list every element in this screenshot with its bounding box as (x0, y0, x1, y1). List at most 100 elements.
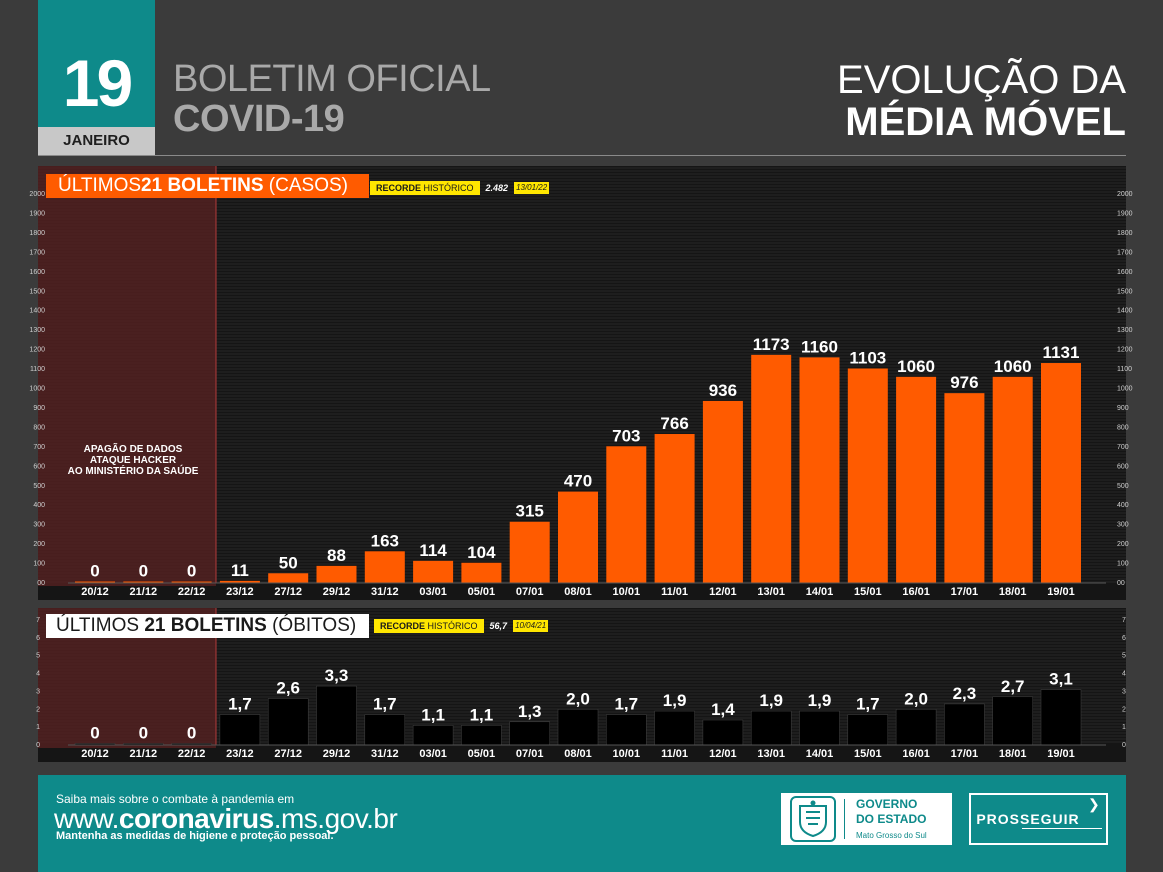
cases-x-tick: 10/01 (613, 586, 641, 598)
deaths-ytick-left: 3 (36, 688, 40, 695)
date-day: 19 (62, 46, 133, 120)
deaths-record-date: 10/04/21 (513, 620, 549, 632)
cases-ytick-left: 1600 (29, 269, 45, 276)
deaths-x-tick: 05/01 (468, 748, 496, 760)
deaths-bar-label: 2,7 (1001, 677, 1025, 696)
cases-bar-label: 1160 (801, 337, 838, 356)
cases-x-tick: 16/01 (902, 586, 930, 598)
deaths-x-tick: 19/01 (1047, 748, 1075, 760)
cases-ytick-left: 400 (33, 502, 45, 509)
cases-ytick-right: 1600 (1117, 269, 1133, 276)
deaths-bar-label: 1,7 (614, 695, 638, 714)
hacker-note: APAGÃO DE DADOS ATAQUE HACKER AO MINISTÉ… (52, 444, 214, 477)
cases-x-tick: 31/12 (371, 586, 399, 598)
cases-ytick-left: 1300 (29, 327, 45, 334)
deaths-ytick-left: 7 (36, 617, 40, 624)
cases-ytick-left: 1100 (30, 366, 45, 373)
cases-record-label-bold: RECORDE (376, 183, 422, 193)
cases-x-tick: 27/12 (274, 586, 302, 598)
cases-bar-label: 0 (90, 562, 99, 581)
cases-x-tick: 15/01 (854, 586, 882, 598)
cases-ytick-right: 1700 (1117, 249, 1133, 256)
cases-bar (847, 368, 888, 583)
deaths-x-tick: 31/12 (371, 748, 399, 760)
cases-ytick-right: 400 (1117, 502, 1129, 509)
header-divider (38, 155, 1126, 156)
deaths-ytick-right: 3 (1122, 688, 1126, 695)
cases-ytick-right: 900 (1117, 405, 1129, 412)
cases-bar-label: 1060 (897, 357, 935, 376)
cases-bar-label: 470 (564, 472, 592, 491)
cases-record-tag: RECORDE HISTÓRICO (370, 181, 480, 195)
cases-ytick-left: 1700 (29, 249, 45, 256)
cases-title-post: (CASOS) (263, 175, 348, 196)
cases-bar-label: 163 (371, 531, 399, 550)
deaths-bar-label: 2,0 (566, 689, 590, 708)
deaths-record: RECORDE HISTÓRICO 56,7 10/04/21 (374, 619, 549, 633)
cases-x-tick: 12/01 (709, 586, 737, 598)
hacker-note-line3: AO MINISTÉRIO DA SAÚDE (67, 466, 199, 477)
cases-ytick-right: 700 (1117, 444, 1129, 451)
prosseguir-text: PROSSEGUIR (976, 811, 1080, 827)
cases-bar-label: 766 (660, 414, 688, 433)
cases-bar (799, 357, 840, 583)
deaths-x-tick: 17/01 (951, 748, 979, 760)
deaths-title-pre: ÚLTIMOS (56, 615, 145, 636)
cases-x-tick: 22/12 (178, 586, 206, 598)
date-box (38, 0, 155, 127)
footer-url[interactable]: www.coronavirus.ms.gov.br (54, 803, 398, 835)
deaths-bar (316, 685, 357, 746)
deaths-bar (1040, 689, 1082, 746)
deaths-ytick-left: 0 (36, 742, 40, 749)
cases-ytick-right: 1800 (1117, 230, 1133, 237)
cases-hacker-region (38, 166, 216, 586)
deaths-record-label: HISTÓRICO (425, 621, 478, 631)
cases-bar (219, 580, 260, 583)
cases-bar (509, 521, 550, 583)
deaths-x-tick: 18/01 (999, 748, 1027, 760)
deaths-bar-label: 1,4 (711, 700, 735, 719)
cases-ytick-right: 200 (1117, 541, 1129, 548)
cases-ytick-right: 500 (1117, 483, 1129, 490)
cases-bar-label: 1060 (994, 357, 1032, 376)
deaths-record-tag: RECORDE HISTÓRICO (374, 619, 484, 633)
prosseguir-logo (969, 793, 1108, 845)
deaths-ytick-right: 1 (1122, 724, 1126, 731)
cases-ytick-right: 2000 (1117, 191, 1133, 198)
cases-ytick-left: 300 (33, 522, 45, 529)
cases-bar-label: 703 (612, 426, 640, 445)
deaths-bar (750, 710, 792, 746)
cases-x-tick: 19/01 (1047, 586, 1075, 598)
cases-ytick-left: 1900 (29, 210, 45, 217)
cases-x-tick: 07/01 (516, 586, 544, 598)
deaths-x-tick: 23/12 (226, 748, 254, 760)
deaths-bar-label: 1,9 (759, 691, 783, 710)
deaths-chart-title: ÚLTIMOS 21 BOLETINS (ÓBITOS) (46, 614, 369, 638)
deaths-bar (654, 710, 695, 746)
deaths-bar-label: 1,9 (808, 691, 832, 710)
deaths-bar (847, 714, 889, 746)
cases-ytick-left: 1400 (29, 308, 45, 315)
cases-ytick-right: 1000 (1117, 386, 1133, 393)
cases-bar-label: 315 (516, 502, 544, 521)
cases-bar-label: 1173 (753, 335, 790, 354)
cases-x-tick: 20/12 (81, 586, 109, 598)
deaths-bar (267, 698, 309, 746)
bulletin-title: BOLETIM OFICIAL (173, 58, 491, 100)
deaths-x-tick: 13/01 (757, 748, 785, 760)
cases-x-tick: 03/01 (419, 586, 447, 598)
deaths-ytick-right: 6 (1122, 635, 1126, 642)
deaths-bar-label: 2,6 (276, 679, 300, 698)
hacker-note-line2: ATAQUE HACKER (89, 455, 177, 466)
cases-ytick-right: 1200 (1117, 347, 1133, 354)
deaths-bar-label: 1,7 (856, 695, 880, 714)
cases-ytick-left: 600 (33, 463, 45, 470)
cases-chart-title: ÚLTIMOS 21 BOLETINS (CASOS) (46, 174, 369, 198)
cases-x-tick: 17/01 (951, 586, 979, 598)
cases-x-tick: 08/01 (564, 586, 592, 598)
cases-bar (123, 581, 164, 583)
deaths-bar (799, 710, 840, 746)
cases-record-label: HISTÓRICO (421, 183, 474, 193)
cases-bar-label: 114 (419, 541, 447, 560)
state-seal-icon (790, 796, 836, 842)
